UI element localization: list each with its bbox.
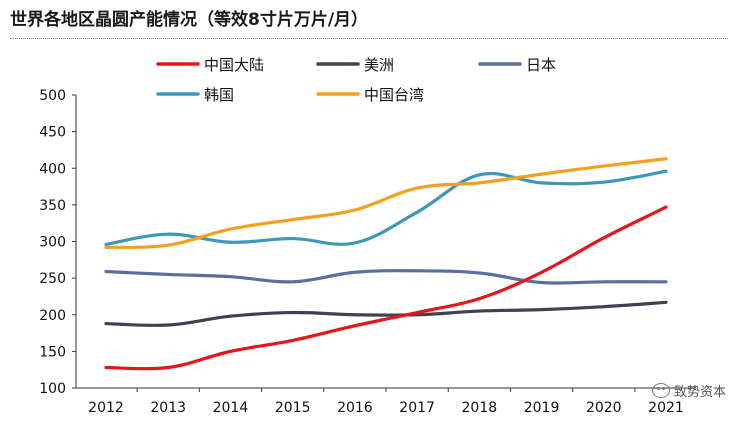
y-tick-label: 150 [39,344,66,360]
y-tick-label: 500 [39,88,66,104]
series-line-2 [104,300,668,327]
chat-bubble-icon [651,383,670,398]
y-tick-label: 250 [39,271,66,287]
x-tick-label: 2019 [524,400,560,416]
legend-label: 中国大陆 [204,56,264,74]
watermark-text: 致势资本 [673,385,726,400]
y-tick-label: 400 [39,161,66,177]
y-tick-label: 300 [39,235,66,251]
y-tick-label: 450 [39,125,66,141]
legend-label: 日本 [526,56,556,74]
x-tick-label: 2016 [337,400,373,416]
x-tick-label: 2012 [88,400,124,416]
series-line-4 [104,169,668,247]
series-line-1 [104,205,668,371]
title-divider [10,38,728,39]
x-tick-label: 2015 [275,400,311,416]
watermark: 致势资本 [651,381,726,400]
y-tick-label: 100 [39,381,66,397]
x-tick-label: 2020 [586,400,622,416]
x-tick-label: 2013 [150,400,186,416]
y-tick-label: 200 [39,308,66,324]
series-line-5 [104,157,668,249]
legend-label: 中国台湾 [364,86,424,104]
x-tick-label: 2021 [648,400,684,416]
x-tick-label: 2017 [399,400,435,416]
x-tick-label: 2014 [213,400,249,416]
legend-label: 美洲 [364,56,394,74]
chart-title: 世界各地区晶圆产能情况（等效8寸片万片/月） [10,10,369,30]
x-tick-label: 2018 [462,400,498,416]
y-tick-label: 350 [39,198,66,214]
legend-label: 韩国 [204,86,234,104]
series-line-3 [104,269,668,285]
